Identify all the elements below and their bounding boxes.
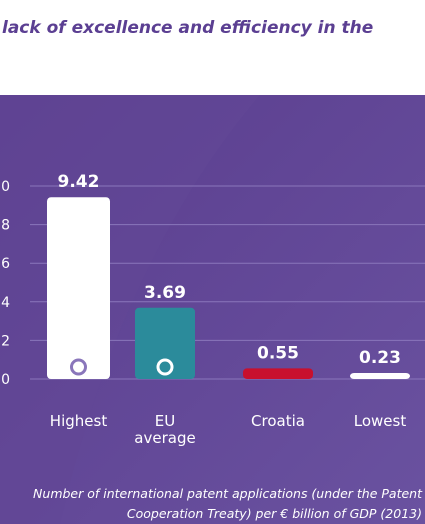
rosette-icon bbox=[156, 358, 174, 376]
value-label: 0.23 bbox=[359, 348, 401, 368]
value-label: 9.42 bbox=[58, 172, 100, 192]
value-label: 3.69 bbox=[144, 283, 186, 303]
subtitle: lack of excellence and efficiency in the bbox=[2, 18, 374, 38]
y-tick-label: 2 bbox=[1, 333, 10, 349]
x-tick-label: Croatia bbox=[251, 412, 305, 430]
y-tick-label: 10 bbox=[0, 179, 10, 195]
x-tick-label: Highest bbox=[49, 412, 108, 430]
x-tick-label: Lowest bbox=[353, 412, 407, 430]
caption: Number of international patent applicati… bbox=[33, 486, 422, 521]
bar bbox=[243, 368, 313, 379]
bar bbox=[47, 197, 110, 379]
bar bbox=[350, 373, 410, 379]
bar bbox=[135, 307, 195, 379]
y-tick-label: 4 bbox=[1, 295, 10, 311]
x-tick-label: EU average bbox=[134, 412, 196, 447]
y-tick-label: 6 bbox=[1, 256, 10, 272]
rosette-icon bbox=[70, 358, 87, 376]
y-tick-label: 0 bbox=[1, 372, 10, 388]
y-tick-label: 8 bbox=[1, 218, 10, 234]
value-label: 0.55 bbox=[257, 343, 299, 363]
